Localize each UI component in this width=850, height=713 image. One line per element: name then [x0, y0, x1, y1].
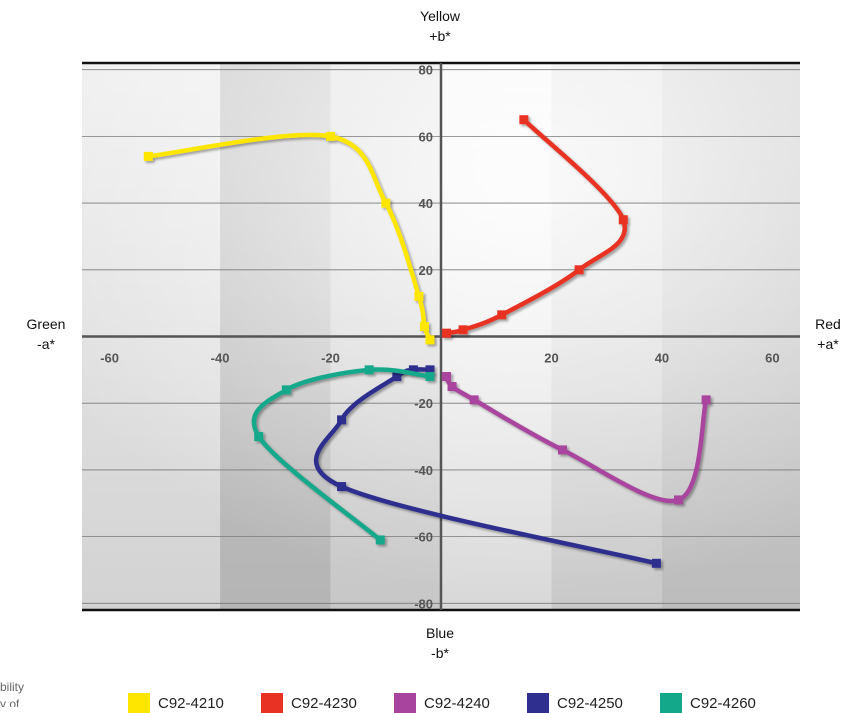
- axis-title-bottom-2: -b*: [431, 645, 449, 661]
- axes: [82, 61, 800, 612]
- series-line: [251, 367, 433, 543]
- cutoff-text-line-2: y of: [0, 697, 20, 707]
- y-tick-label: -80: [414, 596, 433, 611]
- y-tick-label: 60: [419, 129, 433, 144]
- y-tick-label: 80: [419, 63, 433, 78]
- data-point: [281, 385, 291, 395]
- series-C92-4250: [313, 365, 661, 568]
- y-tick-label: 40: [419, 196, 433, 211]
- data-point: [254, 432, 264, 442]
- cutoff-text-line-1: bility: [0, 680, 25, 694]
- axis-title-top-1: Yellow: [420, 8, 461, 24]
- series-C92-4210: [143, 131, 435, 345]
- data-point: [337, 482, 347, 492]
- legend-item: C92-4240: [394, 693, 523, 713]
- x-tick-label: 20: [544, 351, 558, 366]
- legend: C92-4210 C92-4230 C92-4240 C92-4250 C92-4260: [128, 693, 793, 713]
- series-group: [143, 115, 711, 568]
- x-tick-label: -60: [100, 351, 119, 366]
- axis-title-top-2: +b*: [429, 28, 451, 44]
- legend-label: C92-4210: [158, 694, 224, 712]
- legend-label: C92-4230: [291, 694, 357, 712]
- legend-label: C92-4260: [690, 694, 756, 712]
- x-tick-label: 40: [655, 351, 669, 366]
- data-point: [425, 365, 435, 375]
- x-tick-label: 60: [765, 351, 779, 366]
- legend-swatch: [261, 693, 283, 713]
- legend-item: C92-4260: [660, 693, 789, 713]
- data-point: [519, 115, 529, 125]
- data-point: [442, 372, 452, 382]
- data-point: [618, 215, 628, 225]
- data-point: [143, 151, 153, 161]
- data-point: [326, 131, 336, 141]
- legend-swatch: [527, 693, 549, 713]
- y-tick-label: -40: [414, 463, 433, 478]
- axis-title-right-2: +a*: [817, 336, 839, 352]
- data-point: [419, 321, 429, 331]
- data-point: [337, 415, 347, 425]
- series-C92-4260: [251, 365, 435, 545]
- data-point: [364, 365, 374, 375]
- legend-item: C92-4250: [527, 693, 656, 713]
- data-point: [651, 558, 661, 568]
- series-C92-4230: [442, 115, 628, 338]
- x-tick-label: -40: [211, 351, 230, 366]
- data-point: [701, 395, 711, 405]
- data-point: [458, 325, 468, 335]
- legend-swatch: [660, 693, 682, 713]
- data-point: [375, 535, 385, 545]
- data-point: [392, 372, 402, 382]
- data-point: [381, 198, 391, 208]
- y-tick-label: 20: [419, 263, 433, 278]
- legend-item: C92-4210: [128, 693, 257, 713]
- axis-title-bottom-1: Blue: [426, 625, 454, 641]
- legend-label: C92-4250: [557, 694, 623, 712]
- data-point: [447, 382, 457, 392]
- data-point: [673, 495, 683, 505]
- y-tick-label: -60: [414, 530, 433, 545]
- legend-label: C92-4240: [424, 694, 490, 712]
- data-point: [558, 445, 568, 455]
- data-point: [425, 335, 435, 345]
- data-point: [425, 372, 435, 382]
- legend-swatch: [394, 693, 416, 713]
- axis-title-left-2: -a*: [37, 336, 55, 352]
- axis-title-right-1: Red: [815, 316, 841, 332]
- data-point: [414, 291, 424, 301]
- y-tick-label: -20: [414, 396, 433, 411]
- data-point: [408, 365, 418, 375]
- legend-swatch: [128, 693, 150, 713]
- data-point: [442, 328, 452, 338]
- axis-title-left-1: Green: [27, 316, 66, 332]
- data-point: [574, 265, 584, 275]
- data-point: [469, 395, 479, 405]
- tick-labels: -60 -40 -20 20 40 60 80 60 40 20 -20 -40 -60 -80: [100, 63, 779, 612]
- data-point: [497, 310, 507, 320]
- series-C92-4240: [442, 372, 711, 505]
- legend-item: C92-4230: [261, 693, 390, 713]
- x-tick-label: -20: [321, 351, 340, 366]
